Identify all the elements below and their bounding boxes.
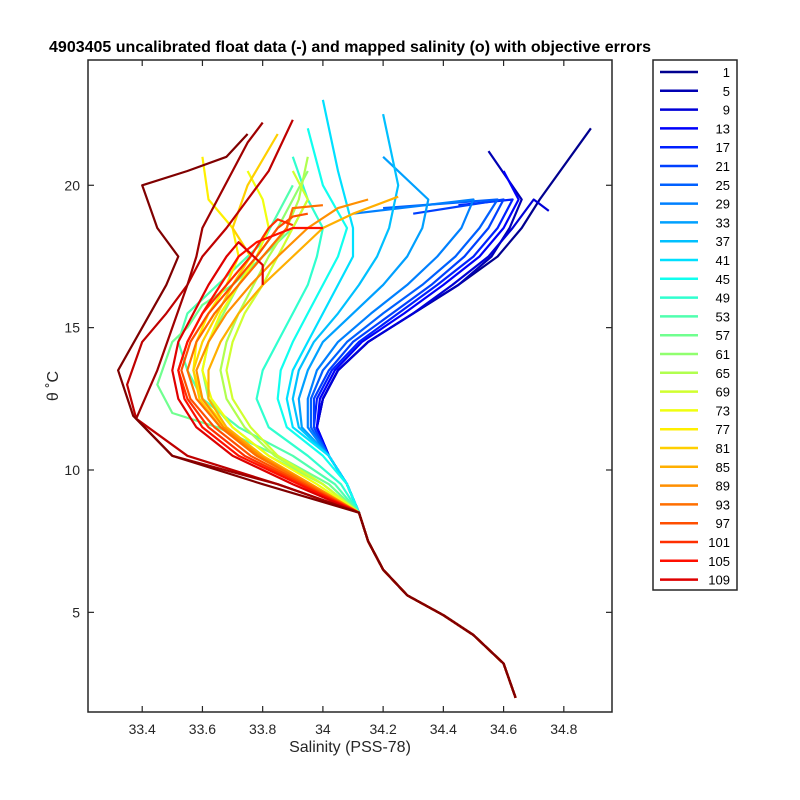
x-tick-label: 34 — [315, 721, 331, 737]
profile-line — [116, 133, 517, 699]
legend-label: 109 — [708, 573, 730, 588]
y-tick-label: 5 — [72, 604, 80, 620]
x-tick-label: 34.8 — [550, 721, 577, 737]
legend-label: 57 — [716, 328, 730, 343]
legend-label: 73 — [716, 403, 730, 418]
axis-ticks: 33.4 33.6 33.8 34 34.2 34.4 34.6 34.8 5 10 15 20 — [64, 60, 612, 737]
legend-label: 37 — [716, 234, 730, 249]
y-tick-label: 20 — [64, 177, 80, 193]
profile-line — [192, 156, 517, 699]
legend-label: 25 — [716, 178, 730, 193]
legend-label: 1 — [723, 65, 730, 80]
x-tick-label: 33.6 — [189, 721, 216, 737]
legend-label: 105 — [708, 554, 730, 569]
legend-label: 97 — [716, 516, 730, 531]
profile-line — [315, 170, 520, 699]
profile-line — [297, 156, 517, 699]
legend-label: 29 — [716, 197, 730, 212]
series-layer — [116, 99, 592, 699]
legend: 1 5 9 13 17 21 25 29 33 37 41 45 49 53 57 61 65 69 73 77 81 8… — [652, 59, 738, 591]
legend-label: 49 — [716, 291, 730, 306]
profile-line — [156, 198, 517, 699]
x-tick-label: 34.6 — [490, 721, 517, 737]
profile-line — [309, 198, 517, 699]
x-tick-label: 34.4 — [430, 721, 457, 737]
legend-label: 33 — [716, 215, 730, 230]
profile-line — [315, 198, 550, 699]
profile-line — [285, 99, 517, 699]
legend-label: 89 — [716, 479, 730, 494]
legend-label: 21 — [716, 159, 730, 174]
profile-line — [192, 133, 517, 699]
profile-line — [306, 198, 517, 699]
legend-label: 13 — [716, 121, 730, 136]
plot-area-frame — [87, 59, 613, 713]
legend-label: 101 — [708, 535, 730, 550]
legend-label: 5 — [723, 84, 730, 99]
legend-label: 45 — [716, 272, 730, 287]
y-tick-label: 10 — [64, 462, 80, 478]
profile-line — [135, 121, 517, 699]
legend-label: 53 — [716, 309, 730, 324]
y-axis-label: θ ˚C — [45, 371, 62, 401]
y-tick-label: 15 — [64, 320, 80, 336]
chart-title: 4903405 uncalibrated float data (-) and … — [49, 39, 651, 56]
x-tick-label: 34.2 — [370, 721, 397, 737]
legend-label: 41 — [716, 253, 730, 268]
legend-label: 17 — [716, 140, 730, 155]
legend-label: 77 — [716, 422, 730, 437]
legend-label: 69 — [716, 385, 730, 400]
legend-label: 85 — [716, 460, 730, 475]
legend-label: 61 — [716, 347, 730, 362]
x-tick-label: 33.8 — [249, 721, 276, 737]
legend-label: 9 — [723, 103, 730, 118]
x-tick-label: 33.4 — [129, 721, 156, 737]
legend-label: 81 — [716, 441, 730, 456]
x-axis-label: Salinity (PSS-78) — [289, 739, 411, 756]
legend-label: 93 — [716, 497, 730, 512]
legend-label: 65 — [716, 366, 730, 381]
